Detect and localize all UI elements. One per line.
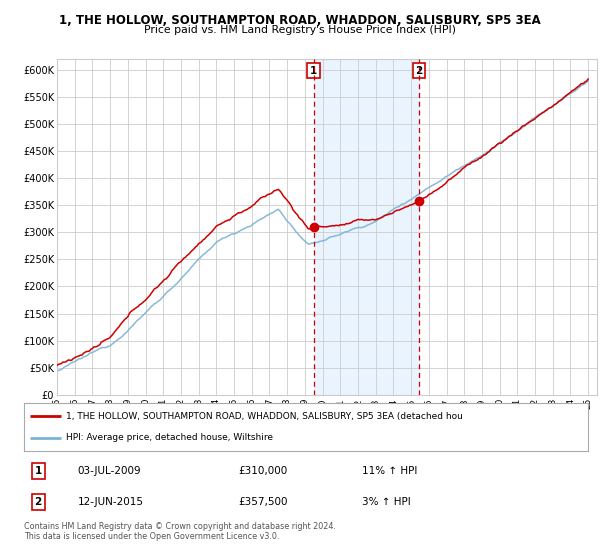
Text: 2: 2 <box>34 497 42 507</box>
Text: 1, THE HOLLOW, SOUTHAMPTON ROAD, WHADDON, SALISBURY, SP5 3EA: 1, THE HOLLOW, SOUTHAMPTON ROAD, WHADDON… <box>59 14 541 27</box>
Text: 12-JUN-2015: 12-JUN-2015 <box>77 497 143 507</box>
Text: £357,500: £357,500 <box>238 497 288 507</box>
Text: £310,000: £310,000 <box>238 466 287 476</box>
Text: HPI: Average price, detached house, Wiltshire: HPI: Average price, detached house, Wilt… <box>66 433 274 442</box>
Text: 3% ↑ HPI: 3% ↑ HPI <box>362 497 411 507</box>
Bar <box>314 59 419 395</box>
Text: 2: 2 <box>415 66 422 76</box>
Text: Price paid vs. HM Land Registry's House Price Index (HPI): Price paid vs. HM Land Registry's House … <box>144 25 456 35</box>
Text: 11% ↑ HPI: 11% ↑ HPI <box>362 466 418 476</box>
Text: 1: 1 <box>310 66 317 76</box>
Text: 03-JUL-2009: 03-JUL-2009 <box>77 466 141 476</box>
Text: Contains HM Land Registry data © Crown copyright and database right 2024.
This d: Contains HM Land Registry data © Crown c… <box>24 522 336 542</box>
Text: 1, THE HOLLOW, SOUTHAMPTON ROAD, WHADDON, SALISBURY, SP5 3EA (detached hou: 1, THE HOLLOW, SOUTHAMPTON ROAD, WHADDON… <box>66 412 463 421</box>
Text: 1: 1 <box>34 466 42 476</box>
